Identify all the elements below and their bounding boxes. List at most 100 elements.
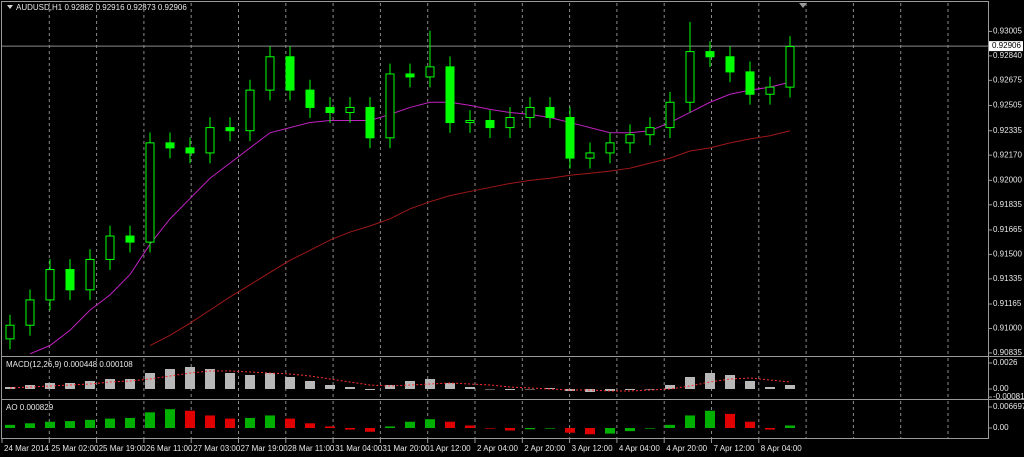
macd-bar <box>745 381 755 389</box>
candle-body <box>525 106 535 119</box>
candle-body <box>105 235 115 260</box>
macd-bar <box>265 373 275 389</box>
ao-bar <box>345 427 355 430</box>
candle-body <box>365 106 375 139</box>
ao-bar <box>685 415 695 428</box>
candle-body <box>385 73 395 139</box>
y-tick-label: 0.00 <box>993 423 1009 432</box>
ao-bar <box>765 427 775 430</box>
macd-bar <box>65 383 75 389</box>
y-tick-label: 0.93005 <box>993 27 1022 36</box>
ao-bar <box>525 427 535 430</box>
x-tick-label: 2 Apr 20:00 <box>524 444 565 453</box>
x-tick-label: 1 Apr 12:00 <box>430 444 471 453</box>
ao-bar <box>505 427 515 431</box>
macd-bar <box>645 389 655 390</box>
macd-bar <box>105 379 115 389</box>
candle-body <box>265 56 275 91</box>
ao-bar <box>545 427 555 429</box>
candle-body <box>45 269 55 301</box>
ao-bar <box>125 417 135 428</box>
candle-body <box>185 147 195 154</box>
macd-bar <box>165 369 175 389</box>
candle-body <box>685 51 695 103</box>
x-tick-label: 24 Mar 2014 <box>4 444 49 453</box>
x-tick-label: 4 Apr 04:00 <box>619 444 660 453</box>
macd-signal <box>9 370 791 392</box>
candle-body <box>505 117 515 129</box>
x-tick-label: 31 Mar 04:00 <box>335 444 383 453</box>
ao-bar <box>285 418 295 428</box>
candle-body <box>765 86 775 95</box>
x-tick-label: 4 Apr 20:00 <box>666 444 707 453</box>
x-tick-label: 8 Apr 04:00 <box>761 444 802 453</box>
ao-bar <box>305 423 315 428</box>
y-tick-label: 0.91835 <box>993 200 1022 209</box>
symbol-icon <box>7 5 13 9</box>
candle-body <box>285 56 295 91</box>
candle-body <box>625 134 635 144</box>
candle-body <box>405 73 415 78</box>
macd-bar <box>605 389 615 391</box>
macd-bar <box>205 369 215 389</box>
x-tick-label: 31 Mar 20:00 <box>382 444 430 453</box>
candle-body <box>305 89 315 108</box>
ao-bar <box>665 424 675 428</box>
candle-body <box>605 142 615 154</box>
y-tick-label: -0.00081 <box>993 392 1024 401</box>
y-tick-label: 0.92000 <box>993 175 1022 184</box>
ao-bar <box>705 410 715 428</box>
candle-body <box>145 142 155 243</box>
candle-body <box>125 235 135 243</box>
x-tick-label: 26 Mar 11:00 <box>146 444 193 453</box>
macd-bar <box>445 383 455 389</box>
y-tick-label: 0.92675 <box>993 75 1022 84</box>
candle-body <box>225 127 235 132</box>
candle-body <box>485 119 495 129</box>
ao-bar <box>565 427 575 433</box>
ao-bar <box>45 421 55 428</box>
candle-body <box>645 127 655 136</box>
ao-bar <box>745 421 755 428</box>
ao-bar <box>725 413 735 428</box>
price-tag-label: 0.92906 <box>992 41 1021 50</box>
y-tick-label: 0.91335 <box>993 274 1022 283</box>
macd-bar <box>625 389 635 390</box>
y-tick-label: 0.92505 <box>993 101 1022 110</box>
ao-bar <box>365 427 375 432</box>
ao-bar <box>145 412 155 428</box>
y-tick-label: 0.92335 <box>993 126 1022 135</box>
macd-bar <box>285 377 295 389</box>
ao-bar <box>585 427 595 435</box>
candle-body <box>705 51 715 58</box>
macd-bar <box>685 377 695 389</box>
macd-bar <box>365 389 375 390</box>
ao-bar <box>325 426 335 428</box>
ao-bar <box>445 421 455 428</box>
main-title: AUDUSD,H1 0.92882 0.92916 0.92873 0.9290… <box>16 3 187 12</box>
y-tick-label: 0.90835 <box>993 348 1022 357</box>
y-tick-label: 0.00 <box>993 384 1009 393</box>
ao-bar <box>85 419 95 428</box>
ao-bar <box>625 427 635 432</box>
y-tick-label: 0.0026 <box>993 358 1018 367</box>
ao-bar <box>385 426 395 428</box>
ao-bar <box>205 415 215 428</box>
ao-bar <box>65 421 75 428</box>
ao-bar <box>25 423 35 428</box>
macd-bar <box>345 387 355 389</box>
macd-bar <box>385 385 395 389</box>
x-tick-label: 2 Apr 04:00 <box>477 444 518 453</box>
macd-bar <box>245 375 255 389</box>
macd-bar <box>225 373 235 389</box>
ao-bar <box>785 425 795 428</box>
x-tick-label: 27 Mar 03:00 <box>193 444 241 453</box>
y-tick-label: 0.91500 <box>993 250 1022 259</box>
candle-body <box>345 106 355 113</box>
y-tick-label: 0.92170 <box>993 150 1022 159</box>
macd-bar <box>665 385 675 389</box>
ao-title: AO 0.000829 <box>6 403 54 412</box>
candle-body <box>85 258 95 291</box>
y-tick-label: 0.91665 <box>993 225 1022 234</box>
